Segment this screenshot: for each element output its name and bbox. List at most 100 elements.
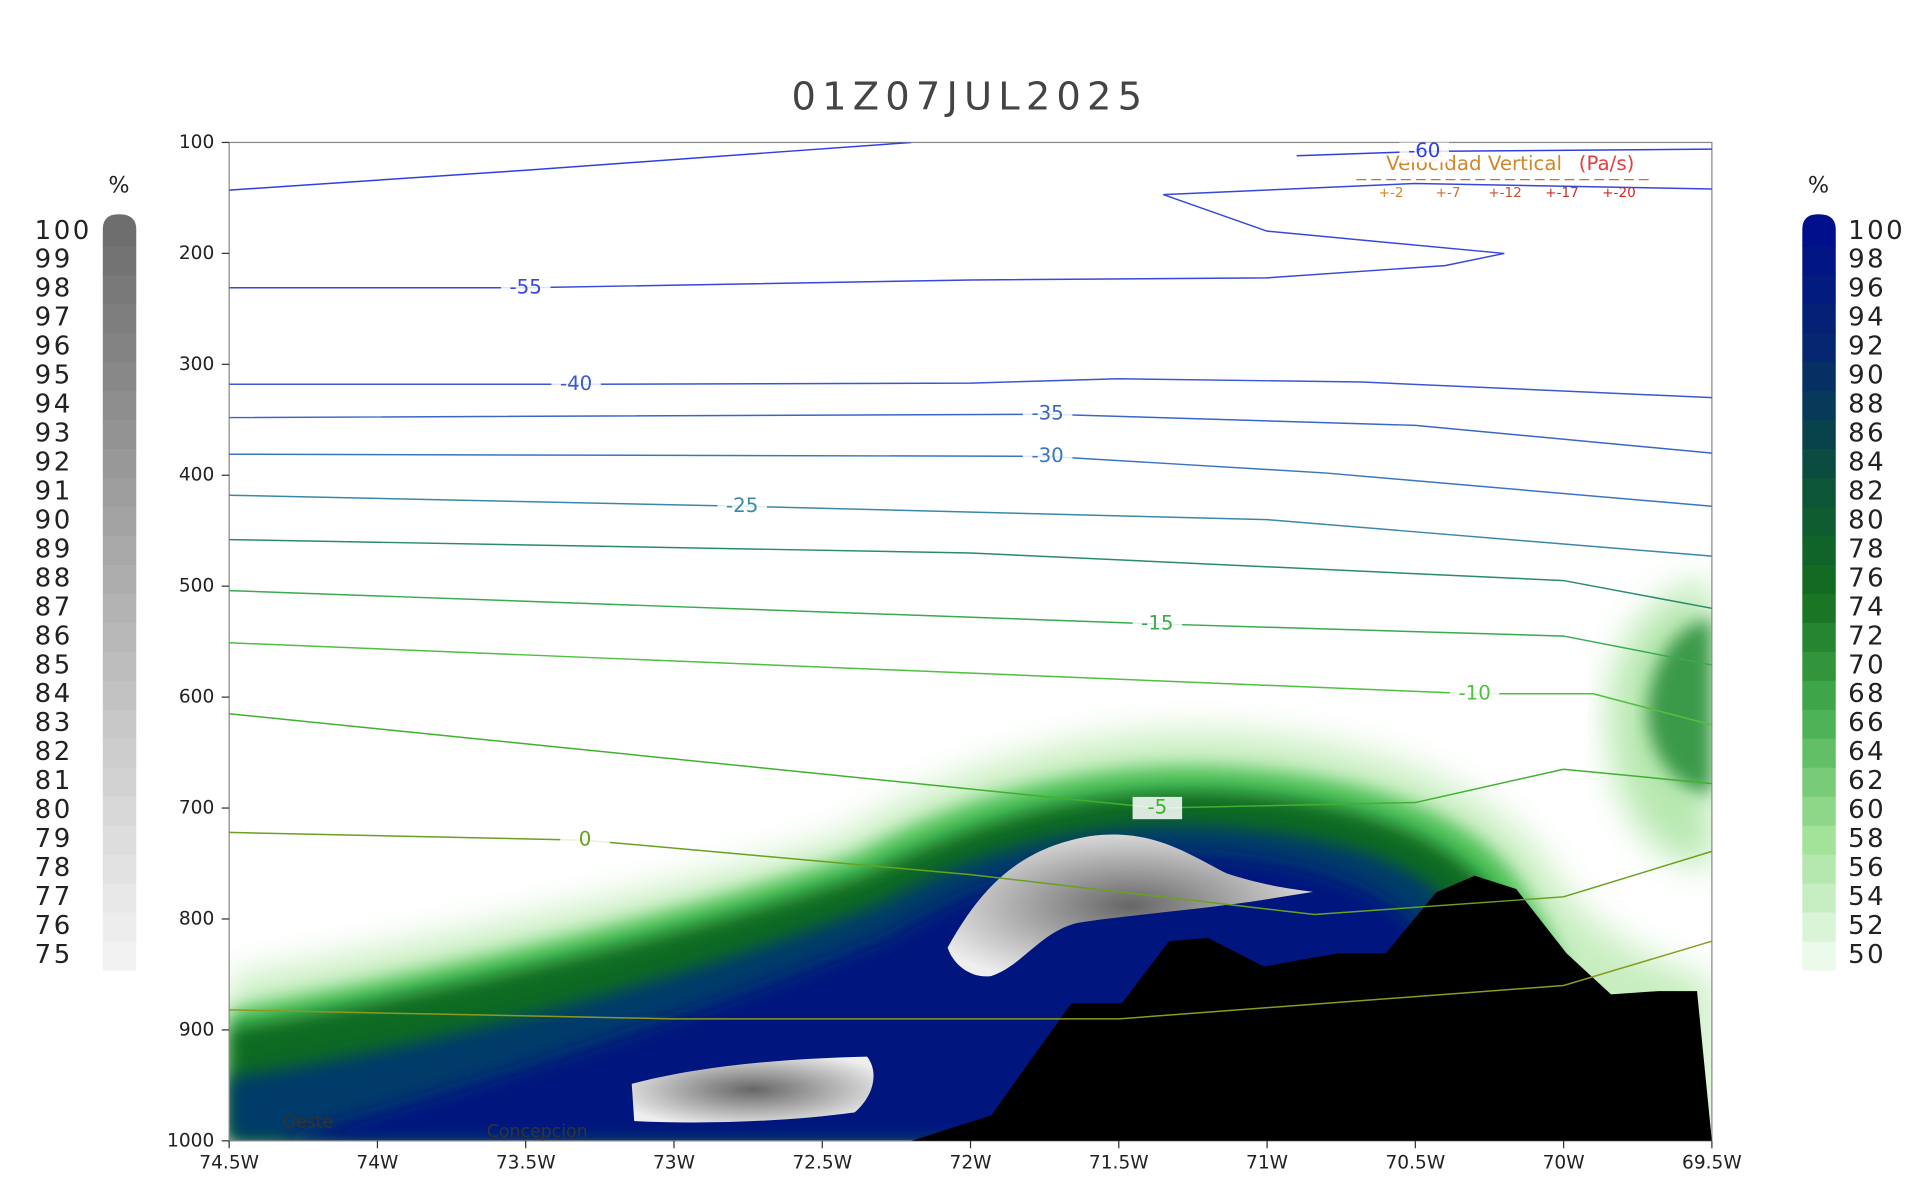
- y-tick-label: 200: [179, 243, 214, 264]
- colorbar-segment: [102, 419, 137, 450]
- colorbar-segment: [1802, 245, 1836, 276]
- legend-entry: +-17: [1545, 185, 1579, 201]
- legend-entry: +-2: [1379, 185, 1404, 201]
- contour-label-bg: [717, 495, 767, 518]
- y-tick-label: 400: [179, 465, 214, 486]
- colorbar-segment: [102, 767, 137, 797]
- colorbar-segment: [102, 854, 137, 884]
- colorbar-segment: [102, 883, 137, 913]
- colorbar-segment: [102, 361, 137, 392]
- colorbar-segment: [1802, 506, 1836, 537]
- contour-label: -10: [1458, 681, 1490, 704]
- colorbar-segment: [1802, 274, 1836, 305]
- y-tick-label: 900: [179, 1019, 214, 1040]
- contour-label: -30: [1031, 444, 1063, 467]
- contour-line: [229, 538, 1712, 610]
- colorbar-segment: [102, 680, 137, 710]
- contour-label: -40: [560, 372, 592, 395]
- colorbar-segment: [102, 738, 137, 768]
- colorbar-label: 72: [1848, 621, 1886, 651]
- colorbar-segment: [102, 796, 137, 826]
- colorbar-segment: [1802, 593, 1836, 623]
- colorbar-label: 98: [1848, 245, 1886, 275]
- colorbar-label: 50: [1848, 940, 1886, 970]
- colorbar-label: 96: [35, 332, 73, 362]
- colorbar-segment: [1802, 709, 1836, 739]
- contour-line: [229, 589, 1712, 666]
- x-tick-label: 72W: [950, 1153, 992, 1174]
- colorbar-label: 93: [35, 419, 73, 449]
- colorbar-segment: [102, 332, 137, 363]
- contour-label-bg: [1132, 612, 1183, 636]
- colorbar-unit: %: [1808, 172, 1829, 198]
- contour-line: [229, 940, 1712, 1020]
- colorbar-segment: [1802, 535, 1836, 565]
- colorbar-label: 90: [1848, 361, 1886, 391]
- colorbar-segment: [102, 593, 137, 623]
- colorbar-label: 94: [1848, 303, 1886, 333]
- colorbar-label: 83: [35, 708, 73, 738]
- terrain: [911, 875, 1712, 1141]
- colorbar-segment: [1802, 477, 1836, 508]
- colorbar-segment: [102, 535, 137, 565]
- contour-label: -35: [1031, 402, 1063, 425]
- x-tick-label: 73W: [653, 1153, 695, 1174]
- contour-line: [229, 453, 1712, 507]
- colorbar-unit: %: [108, 172, 129, 198]
- colorbar-segment: [1802, 796, 1836, 826]
- x-tick-label: 71W: [1246, 1153, 1288, 1174]
- colorbar-segment: [1802, 390, 1836, 421]
- x-tick-label: 69.5W: [1682, 1153, 1742, 1174]
- y-tick-label: 1000: [167, 1130, 214, 1151]
- contour-label: -5: [1147, 796, 1167, 819]
- colorbar-label: 78: [1848, 534, 1886, 564]
- colorbar-label: 60: [1848, 795, 1886, 825]
- colorbar-label: 82: [1848, 476, 1886, 506]
- colorbar-segment: [1802, 448, 1836, 479]
- x-tick-label: 71.5W: [1089, 1153, 1149, 1174]
- colorbar-label: 84: [35, 679, 73, 709]
- contour-label: -25: [726, 494, 758, 517]
- colorbar-segment: [1802, 854, 1836, 884]
- colorbar-segment: [102, 390, 137, 421]
- colorbar-label: 97: [35, 303, 73, 333]
- colorbar-label: 94: [35, 390, 73, 420]
- contour-label-bg: [1132, 796, 1183, 820]
- colorbar-label: 80: [1848, 505, 1886, 535]
- colorbar-label: 96: [1848, 274, 1886, 304]
- colorbar-segment: [102, 940, 137, 971]
- contour-label-bg: [1022, 403, 1073, 426]
- colorbar-segment: [1802, 680, 1836, 710]
- contour-line: [229, 642, 1712, 726]
- colorbar-label: 88: [35, 563, 73, 593]
- colorbar-label: 74: [1848, 592, 1886, 622]
- chart-title: 01Z07JUL2025: [792, 75, 1149, 120]
- colorbar-segment: [1802, 883, 1836, 913]
- colorbar-segment: [1802, 361, 1836, 392]
- colorbar-label: 79: [35, 824, 73, 854]
- colorbar-segment: [102, 911, 137, 942]
- colorbar-label: 78: [35, 853, 73, 883]
- colorbar-label: 62: [1848, 766, 1886, 796]
- legend-unit: (Pa/s): [1579, 152, 1635, 175]
- contour-label-bg: [500, 276, 551, 299]
- x-tick-label: 70.5W: [1385, 1153, 1445, 1174]
- y-tick-label: 800: [179, 908, 214, 929]
- legend-entry: +-20: [1602, 185, 1636, 201]
- colorbar-segment: [102, 245, 137, 276]
- annotation: Oeste: [282, 1112, 333, 1132]
- y-tick-label: 600: [179, 687, 214, 708]
- colorbar-segment: [102, 477, 137, 508]
- plot-area: -60 -55 -40 -35 -30 -25 -15 -10 -5 0: [229, 142, 1712, 1141]
- colorbar-segment: [102, 274, 137, 305]
- x-tick-label: 73.5W: [496, 1153, 556, 1174]
- colorbar-label: 95: [35, 361, 73, 391]
- contour-label-bg: [551, 373, 601, 396]
- contour-line: [229, 413, 1712, 454]
- colorbar-label: 84: [1848, 447, 1886, 477]
- colorbar-label: 70: [1848, 650, 1886, 680]
- contour-line: [229, 494, 1712, 557]
- colorbar-label: 76: [1848, 563, 1886, 593]
- contour-label-bg: [1022, 445, 1073, 468]
